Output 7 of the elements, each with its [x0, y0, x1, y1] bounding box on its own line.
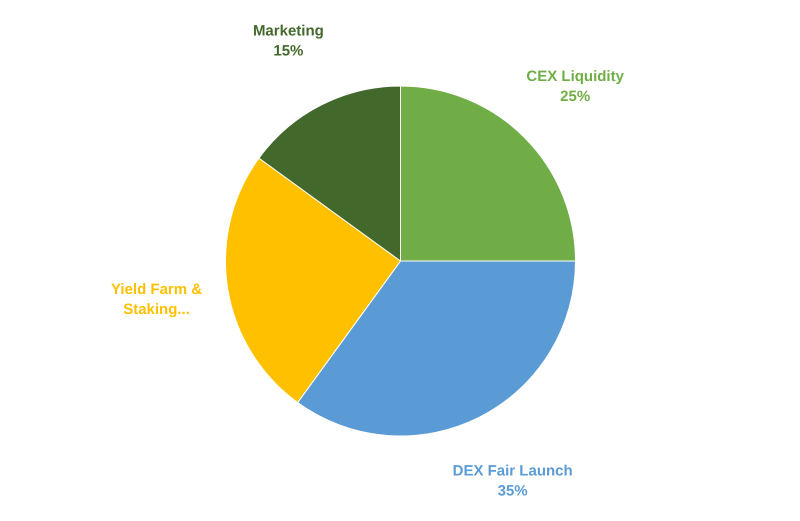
- data-label: 15%: [273, 42, 304, 60]
- slice-label: Yield Farm & Staking...: [110, 281, 202, 318]
- data-label: 35%: [498, 482, 528, 500]
- slice-label: Marketing: [252, 22, 324, 40]
- slice-label: CEX Liquidity: [526, 68, 625, 85]
- data-label: 25%: [560, 88, 590, 105]
- slice-label: DEX Fair Launch: [452, 462, 573, 480]
